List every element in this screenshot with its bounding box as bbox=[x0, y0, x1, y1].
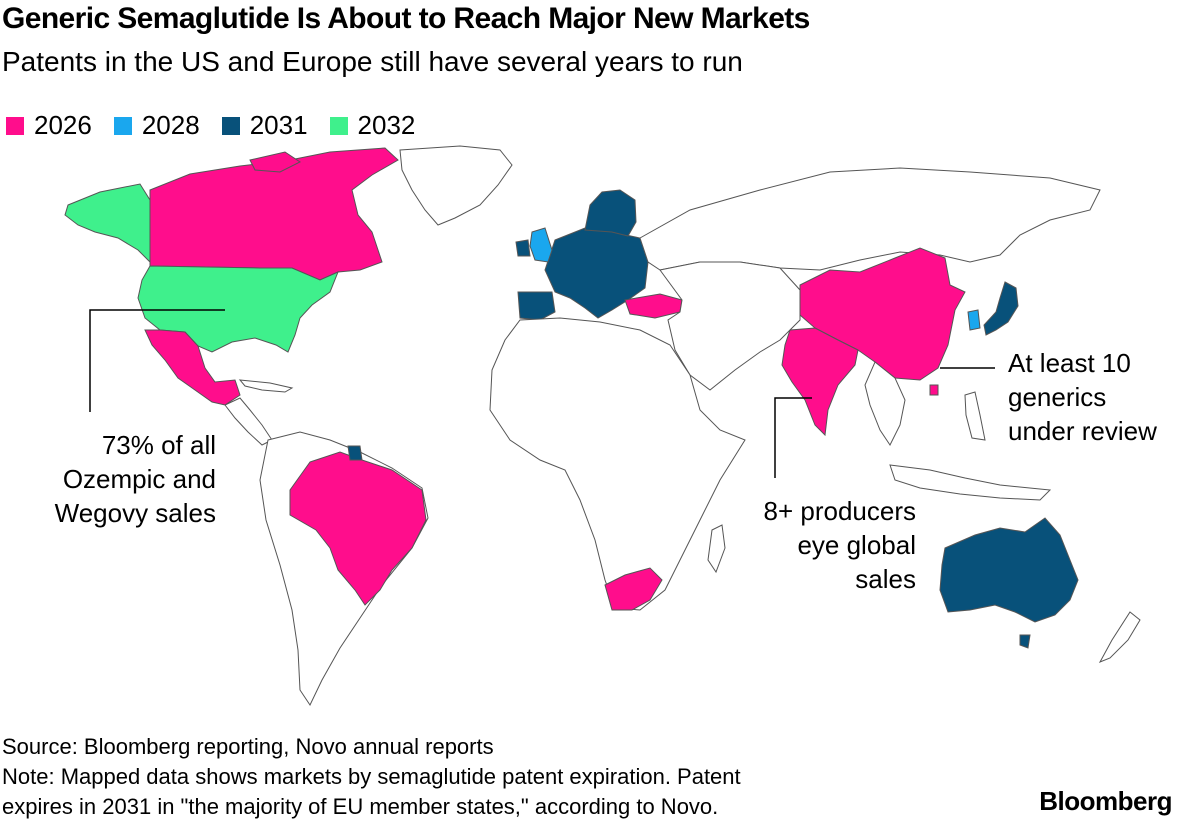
legend-item-2031: 2031 bbox=[221, 110, 308, 141]
annotation-us-line-2: Ozempic and bbox=[62, 464, 216, 494]
caribbean bbox=[238, 379, 294, 393]
nordic-countries bbox=[584, 189, 637, 237]
annotation-china-line-2: generics bbox=[1008, 382, 1107, 412]
middle-east-central-asia bbox=[659, 261, 801, 391]
us-leader-line bbox=[89, 309, 225, 412]
legend-label-2031: 2031 bbox=[249, 110, 308, 140]
tasmania bbox=[1019, 634, 1031, 649]
philippines bbox=[964, 391, 986, 441]
turkey bbox=[624, 293, 683, 319]
usa bbox=[137, 265, 339, 353]
india bbox=[781, 327, 859, 437]
bloomberg-logo: Bloomberg bbox=[1039, 786, 1172, 816]
legend-swatch-2026 bbox=[6, 116, 24, 135]
legend-label-2026: 2026 bbox=[34, 110, 92, 140]
annotation-india-line-3: sales bbox=[855, 564, 916, 594]
legend-item-2026: 2026 bbox=[6, 110, 92, 141]
note-text-line-2: expires in 2031 in "the majority of EU m… bbox=[2, 794, 719, 819]
mexico bbox=[144, 329, 241, 406]
annotation-india-producers: 8+ producers eye global sales bbox=[700, 494, 916, 596]
annotation-us-line-3: Wegovy sales bbox=[54, 498, 216, 528]
russia bbox=[639, 167, 1101, 271]
annotation-india-line-1: 8+ producers bbox=[763, 496, 916, 526]
greenland bbox=[399, 145, 513, 226]
india-leader-line bbox=[774, 397, 812, 478]
source-text: Source: Bloomberg reporting, Novo annual… bbox=[2, 734, 494, 759]
annotation-china-generics: At least 10 generics under review bbox=[1008, 346, 1180, 448]
chart-title: Generic Semaglutide Is About to Reach Ma… bbox=[2, 2, 810, 35]
legend-swatch-2032 bbox=[329, 116, 348, 135]
australia bbox=[939, 517, 1079, 623]
legend-label-2028: 2028 bbox=[141, 110, 200, 140]
annotation-us-sales: 73% of all Ozempic and Wegovy sales bbox=[20, 428, 216, 530]
hong-kong bbox=[929, 384, 939, 396]
french-guiana bbox=[347, 445, 363, 461]
madagascar bbox=[707, 524, 726, 574]
legend-swatch-2031 bbox=[221, 116, 240, 135]
indonesia bbox=[889, 464, 1052, 501]
legend-item-2028: 2028 bbox=[113, 110, 200, 141]
annotation-india-line-2: eye global bbox=[797, 530, 916, 560]
canada-arctic-islands bbox=[249, 151, 301, 173]
iberia bbox=[517, 291, 556, 321]
brazil bbox=[289, 451, 427, 606]
legend-label-2032: 2032 bbox=[357, 110, 416, 140]
legend-item-2032: 2032 bbox=[329, 110, 416, 141]
note-text-line-1: Note: Mapped data shows markets by semag… bbox=[2, 764, 741, 789]
world-map bbox=[64, 145, 1141, 707]
south-africa bbox=[604, 567, 663, 611]
central-america bbox=[224, 397, 273, 446]
ireland bbox=[515, 239, 531, 257]
legend: 2026 2028 2031 2032 bbox=[6, 110, 415, 141]
new-zealand bbox=[1098, 611, 1141, 663]
annotation-us-line-1: 73% of all bbox=[101, 430, 216, 460]
chart-subtitle: Patents in the US and Europe still have … bbox=[2, 46, 743, 77]
united-kingdom bbox=[529, 227, 553, 263]
south-korea bbox=[967, 309, 981, 331]
alaska bbox=[64, 183, 151, 264]
annotation-china-line-3: under review bbox=[1008, 416, 1157, 446]
legend-swatch-2028 bbox=[113, 116, 132, 135]
japan bbox=[983, 281, 1019, 336]
africa bbox=[489, 317, 746, 611]
southeast-asia bbox=[864, 361, 906, 446]
annotation-china-line-1: At least 10 bbox=[1008, 348, 1131, 378]
